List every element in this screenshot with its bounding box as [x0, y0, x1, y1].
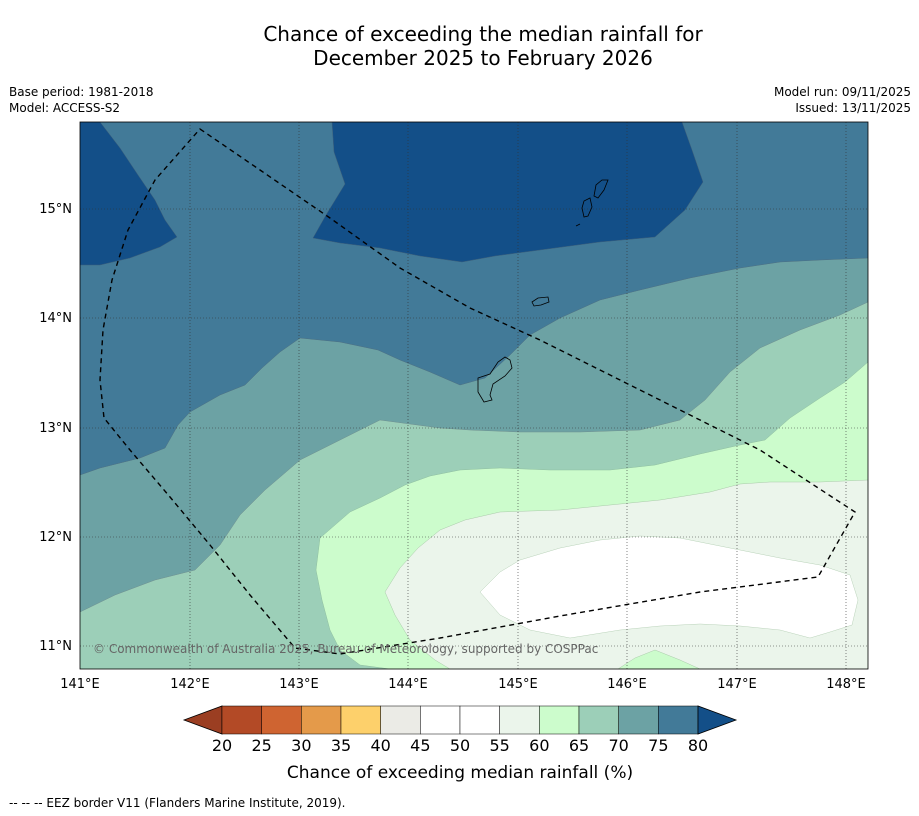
- contour-60-65-south: [617, 649, 701, 669]
- colorbar: [182, 705, 738, 735]
- colorbar-segment: [539, 705, 580, 735]
- footnote: -- -- -- EEZ border V11 (Flanders Marine…: [9, 796, 346, 810]
- title-line-1: Chance of exceeding the median rainfall …: [263, 22, 703, 46]
- colorbar-segment: [261, 705, 302, 735]
- contour-50-55: [479, 535, 859, 639]
- colorbar-segment: [221, 705, 262, 735]
- map-frame: [79, 121, 869, 670]
- colorbar-segment: [420, 705, 461, 735]
- lon-tick: 147°E: [717, 677, 757, 692]
- lon-tick: 144°E: [388, 677, 428, 692]
- lat-ticks: 15°N 14°N 13°N 12°N 11°N: [39, 202, 72, 654]
- colorbar-tick-label: 60: [529, 736, 549, 755]
- lon-tick: 142°E: [170, 677, 210, 692]
- colorbar-tick-label: 40: [370, 736, 390, 755]
- colorbar-segment: [301, 705, 342, 735]
- colorbar-tick-label: 35: [331, 736, 351, 755]
- contour-over-80-north: [312, 122, 704, 263]
- lat-tick: 15°N: [39, 202, 72, 217]
- title-line-2: December 2025 to February 2026: [313, 46, 653, 70]
- colorbar-tick-label: 80: [688, 736, 708, 755]
- lon-tick: 148°E: [826, 677, 866, 692]
- colorbar-segment: [499, 705, 540, 735]
- island-tinian: [581, 197, 593, 218]
- lon-tick: 141°E: [60, 677, 100, 692]
- colorbar-segment: [340, 705, 381, 735]
- lon-tick: 145°E: [498, 677, 538, 692]
- base-period: Base period: 1981-2018: [9, 85, 154, 99]
- island-rota: [531, 296, 550, 307]
- lat-tick: 13°N: [39, 421, 72, 436]
- colorbar-under-arrow: [182, 705, 223, 735]
- colorbar-tick-label: 65: [569, 736, 589, 755]
- colorbar-tick-label: 20: [212, 736, 232, 755]
- lon-tick: 146°E: [607, 677, 647, 692]
- colorbar-title: Chance of exceeding median rainfall (%): [287, 763, 633, 783]
- colorbar-tick-label: 30: [291, 736, 311, 755]
- colorbar-segment: [658, 705, 699, 735]
- colorbar-tick-label: 55: [489, 736, 509, 755]
- colorbar-tick-label: 25: [251, 736, 271, 755]
- colorbar-tick-label: 70: [608, 736, 628, 755]
- colorbar-tick-label: 45: [410, 736, 430, 755]
- island-guam: [477, 356, 513, 403]
- lat-tick: 12°N: [39, 530, 72, 545]
- meta-right: Model run: 09/11/2025 Issued: 13/11/2025: [774, 84, 911, 116]
- issued-date: Issued: 13/11/2025: [795, 101, 911, 115]
- lat-tick: 11°N: [39, 639, 72, 654]
- lon-tick: 143°E: [279, 677, 319, 692]
- colorbar-tick-label: 50: [450, 736, 470, 755]
- meta-left: Base period: 1981-2018 Model: ACCESS-S2: [9, 84, 154, 116]
- rainfall-contours: [80, 122, 868, 669]
- lat-tick: 14°N: [39, 311, 72, 326]
- chart-title: Chance of exceeding the median rainfall …: [0, 22, 919, 70]
- colorbar-over-arrow: [697, 705, 738, 735]
- colorbar-segment: [380, 705, 421, 735]
- colorbar-segment: [459, 705, 500, 735]
- model-name: Model: ACCESS-S2: [9, 101, 121, 115]
- contour-over-80-west: [80, 122, 178, 266]
- colorbar-labels: 20 25 30 35 40 45 50 55 60 65 70 75 80: [212, 736, 708, 755]
- lon-ticks: 141°E 142°E 143°E 144°E 145°E 146°E 147°…: [60, 677, 866, 692]
- island-saipan: [593, 179, 609, 199]
- colorbar-tick-label: 75: [648, 736, 668, 755]
- eez-border: [99, 128, 856, 655]
- colorbar-segment: [618, 705, 659, 735]
- gridlines: [80, 122, 868, 669]
- colorbar-segment: [578, 705, 619, 735]
- copyright-text: © Commonwealth of Australia 2025, Bureau…: [93, 642, 598, 656]
- islands: [477, 179, 609, 403]
- model-run: Model run: 09/11/2025: [773, 85, 911, 99]
- island-aguijan: [575, 223, 581, 227]
